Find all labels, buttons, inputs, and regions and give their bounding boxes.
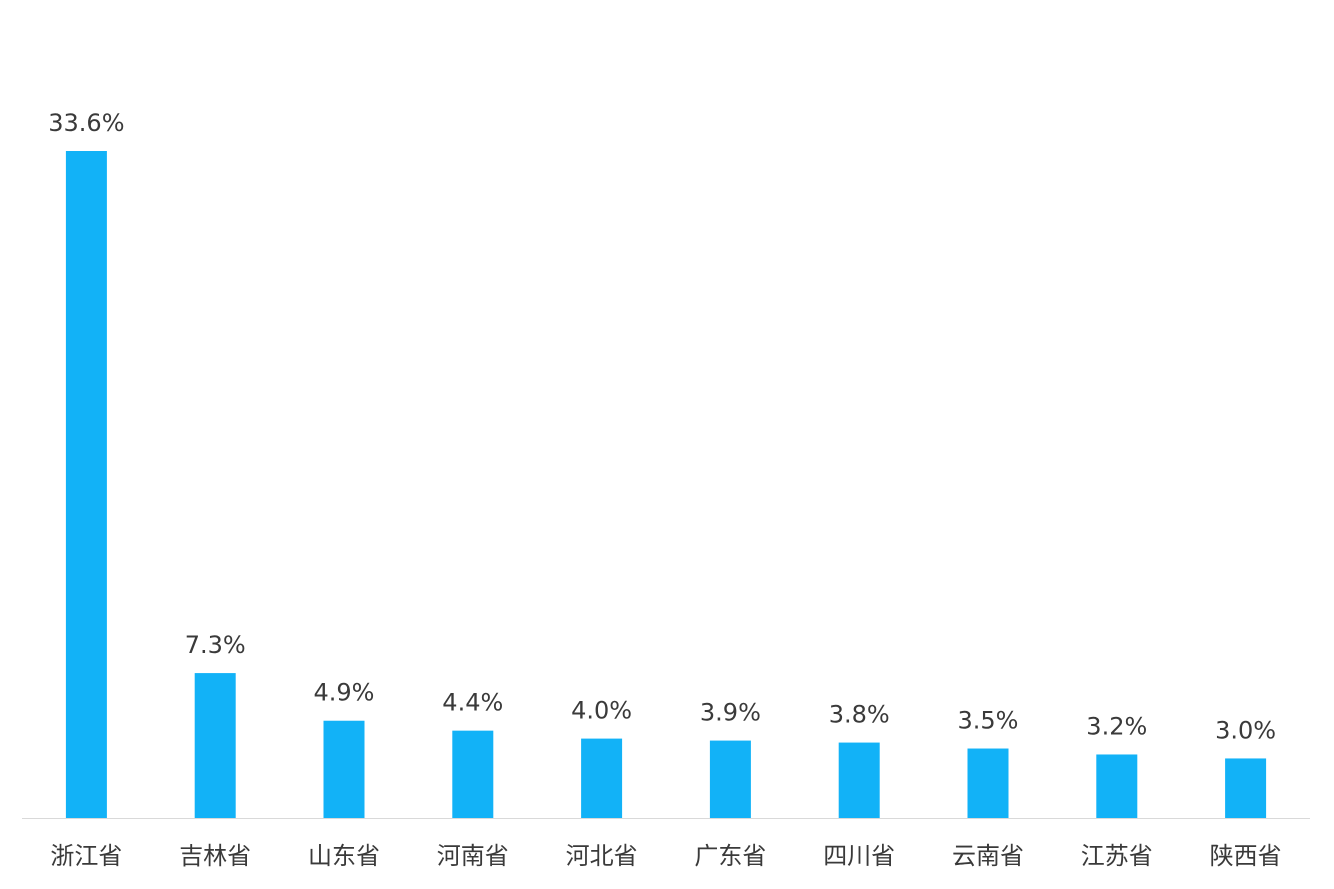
value-label: 7.3% bbox=[185, 631, 246, 659]
x-tick-label: 吉林省 bbox=[179, 842, 251, 870]
bar bbox=[709, 740, 751, 818]
x-tick-label: 云南省 bbox=[952, 842, 1024, 870]
value-label: 33.6% bbox=[48, 109, 124, 137]
bar bbox=[452, 730, 494, 818]
x-tick-label: 江苏省 bbox=[1081, 842, 1153, 870]
x-tick-label: 浙江省 bbox=[50, 842, 122, 870]
value-label: 4.0% bbox=[571, 697, 632, 725]
x-tick-label: 陕西省 bbox=[1210, 842, 1282, 870]
bar bbox=[1096, 754, 1138, 818]
bar bbox=[65, 151, 107, 818]
bar bbox=[967, 748, 1009, 818]
bar bbox=[838, 742, 880, 818]
bar bbox=[581, 738, 623, 818]
value-label: 4.9% bbox=[314, 679, 375, 707]
bar bbox=[323, 720, 365, 818]
value-label: 3.9% bbox=[700, 699, 761, 727]
x-tick-label: 河南省 bbox=[437, 842, 509, 870]
x-tick-label: 山东省 bbox=[308, 842, 380, 870]
bar bbox=[194, 673, 236, 818]
x-tick-label: 河北省 bbox=[566, 842, 638, 870]
value-label: 3.2% bbox=[1086, 712, 1147, 740]
value-label: 4.4% bbox=[442, 689, 503, 717]
bar bbox=[1225, 758, 1267, 818]
value-label: 3.5% bbox=[958, 707, 1019, 735]
x-tick-label: 四川省 bbox=[823, 842, 895, 870]
value-label: 3.8% bbox=[829, 701, 890, 729]
value-label: 3.0% bbox=[1215, 716, 1276, 744]
x-tick-label: 广东省 bbox=[694, 842, 766, 870]
